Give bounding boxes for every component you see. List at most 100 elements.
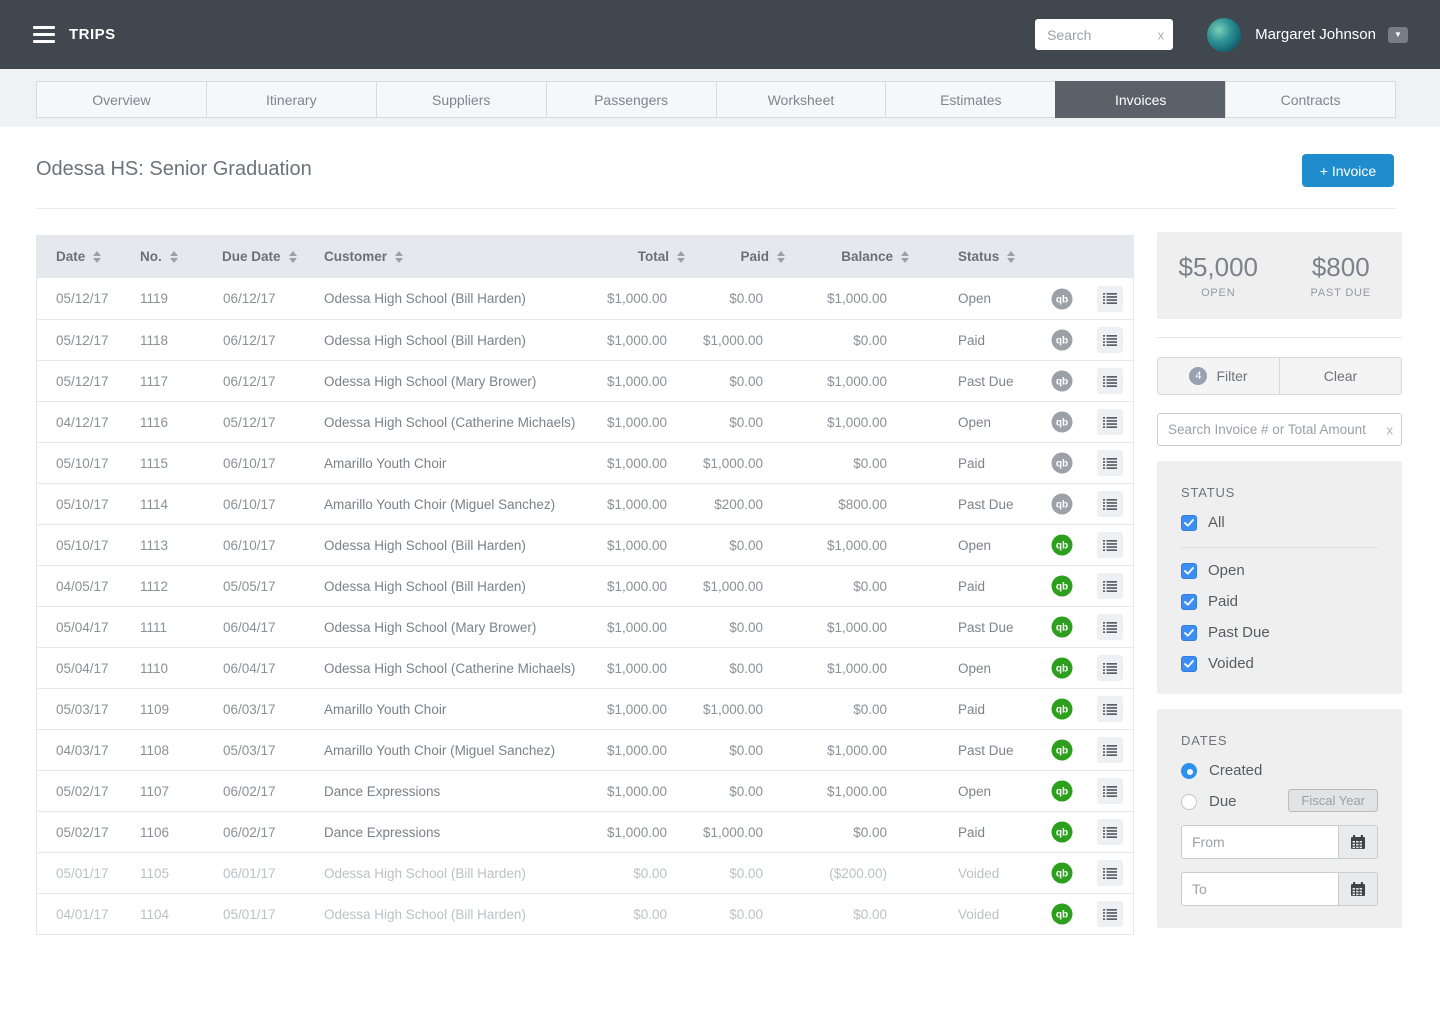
list-icon <box>1103 416 1117 429</box>
table-row[interactable]: 04/12/17 1116 05/12/17 Odessa High Schoo… <box>37 401 1133 442</box>
cell-status: Past Due <box>923 374 1039 389</box>
invoice-search-input[interactable] <box>1157 413 1402 446</box>
invoice-search-clear-icon[interactable]: x <box>1387 422 1394 437</box>
row-actions-button[interactable] <box>1097 778 1123 804</box>
sort-icon[interactable] <box>1007 251 1015 263</box>
row-actions-button[interactable] <box>1097 573 1123 599</box>
quickbooks-icon[interactable]: qb <box>1039 862 1085 884</box>
column-header-date[interactable]: Date <box>37 249 121 264</box>
sort-icon[interactable] <box>395 251 403 263</box>
table-row[interactable]: 04/03/17 1108 05/03/17 Amarillo Youth Ch… <box>37 729 1133 770</box>
row-actions-button[interactable] <box>1097 696 1123 722</box>
status-filter-open[interactable]: Open <box>1181 562 1378 579</box>
menu-icon[interactable] <box>33 26 55 43</box>
table-row[interactable]: 05/02/17 1107 06/02/17 Dance Expressions… <box>37 770 1133 811</box>
column-header-due-date[interactable]: Due Date <box>203 249 303 264</box>
tab-invoices[interactable]: Invoices <box>1055 81 1226 118</box>
avatar[interactable] <box>1207 18 1241 52</box>
calendar-icon[interactable] <box>1339 825 1378 859</box>
user-menu-button[interactable]: ▼ <box>1388 27 1408 43</box>
table-row[interactable]: 05/12/17 1118 06/12/17 Odessa High Schoo… <box>37 319 1133 360</box>
table-row[interactable]: 05/04/17 1110 06/04/17 Odessa High Schoo… <box>37 647 1133 688</box>
tab-itinerary[interactable]: Itinerary <box>206 81 377 118</box>
tab-contracts[interactable]: Contracts <box>1225 81 1396 118</box>
tab-suppliers[interactable]: Suppliers <box>376 81 547 118</box>
quickbooks-icon[interactable]: qb <box>1039 657 1085 679</box>
table-row[interactable]: 05/12/17 1117 06/12/17 Odessa High Schoo… <box>37 360 1133 401</box>
table-row[interactable]: 04/05/17 1112 05/05/17 Odessa High Schoo… <box>37 565 1133 606</box>
sort-icon[interactable] <box>170 251 178 263</box>
global-search-input[interactable] <box>1035 19 1173 50</box>
sort-icon[interactable] <box>289 251 297 263</box>
table-row[interactable]: 05/10/17 1114 06/10/17 Amarillo Youth Ch… <box>37 483 1133 524</box>
quickbooks-icon[interactable]: qb <box>1039 616 1085 638</box>
row-actions-button[interactable] <box>1097 901 1123 927</box>
date-from-input[interactable] <box>1181 825 1339 859</box>
row-actions-button[interactable] <box>1097 286 1123 312</box>
status-filter-past-due[interactable]: Past Due <box>1181 624 1378 641</box>
table-row[interactable]: 04/01/17 1104 05/01/17 Odessa High Schoo… <box>37 893 1133 934</box>
status-all-wrap: All <box>1181 514 1378 531</box>
table-row[interactable]: 05/02/17 1106 06/02/17 Dance Expressions… <box>37 811 1133 852</box>
dates-radio-due[interactable]: Due <box>1181 793 1237 810</box>
quickbooks-icon[interactable]: qb <box>1039 780 1085 802</box>
filter-button[interactable]: 4 Filter <box>1157 357 1280 395</box>
row-actions-button[interactable] <box>1097 368 1123 394</box>
cell-status: Past Due <box>923 620 1039 635</box>
status-filter-all[interactable]: All <box>1181 514 1378 531</box>
quickbooks-icon[interactable]: qb <box>1039 698 1085 720</box>
quickbooks-icon[interactable]: qb <box>1039 370 1085 392</box>
status-filter-paid[interactable]: Paid <box>1181 593 1378 610</box>
row-actions-button[interactable] <box>1097 327 1123 353</box>
calendar-icon[interactable] <box>1339 872 1378 906</box>
row-actions-button[interactable] <box>1097 655 1123 681</box>
date-to-input[interactable] <box>1181 872 1339 906</box>
quickbooks-icon[interactable]: qb <box>1039 534 1085 556</box>
quickbooks-icon[interactable]: qb <box>1039 493 1085 515</box>
table-row[interactable]: 05/04/17 1111 06/04/17 Odessa High Schoo… <box>37 606 1133 647</box>
quickbooks-icon[interactable]: qb <box>1039 575 1085 597</box>
row-actions-button[interactable] <box>1097 491 1123 517</box>
quickbooks-icon[interactable]: qb <box>1039 452 1085 474</box>
sort-icon[interactable] <box>777 251 785 263</box>
row-actions-button[interactable] <box>1097 860 1123 886</box>
quickbooks-icon[interactable]: qb <box>1039 821 1085 843</box>
row-actions-button[interactable] <box>1097 737 1123 763</box>
sort-icon[interactable] <box>93 251 101 263</box>
add-invoice-button[interactable]: + Invoice <box>1302 154 1394 187</box>
column-header-status[interactable]: Status <box>923 249 1039 264</box>
row-actions-button[interactable] <box>1097 532 1123 558</box>
column-header-paid[interactable]: Paid <box>699 249 799 264</box>
tab-estimates[interactable]: Estimates <box>885 81 1056 118</box>
column-header-balance[interactable]: Balance <box>799 249 923 264</box>
table-row[interactable]: 05/10/17 1115 06/10/17 Amarillo Youth Ch… <box>37 442 1133 483</box>
search-clear-icon[interactable]: x <box>1158 27 1165 42</box>
fiscal-year-button[interactable]: Fiscal Year <box>1288 789 1378 812</box>
status-filter-voided[interactable]: Voided <box>1181 655 1378 672</box>
column-header-customer[interactable]: Customer <box>303 249 599 264</box>
column-header-total[interactable]: Total <box>599 249 699 264</box>
tab-worksheet[interactable]: Worksheet <box>716 81 887 118</box>
quickbooks-icon[interactable]: qb <box>1039 739 1085 761</box>
table-row[interactable]: 05/03/17 1109 06/03/17 Amarillo Youth Ch… <box>37 688 1133 729</box>
quickbooks-icon[interactable]: qb <box>1039 329 1085 351</box>
quickbooks-icon[interactable]: qb <box>1039 288 1085 310</box>
row-actions-button[interactable] <box>1097 614 1123 640</box>
row-actions-button[interactable] <box>1097 450 1123 476</box>
tab-passengers[interactable]: Passengers <box>546 81 717 118</box>
table-row[interactable]: 05/10/17 1113 06/10/17 Odessa High Schoo… <box>37 524 1133 565</box>
tab-overview[interactable]: Overview <box>36 81 207 118</box>
row-actions-button[interactable] <box>1097 409 1123 435</box>
table-row[interactable]: 05/01/17 1105 06/01/17 Odessa High Schoo… <box>37 852 1133 893</box>
table-row[interactable]: 05/12/17 1119 06/12/17 Odessa High Schoo… <box>37 278 1133 319</box>
quickbooks-icon[interactable]: qb <box>1039 903 1085 925</box>
filter-count-badge: 4 <box>1189 367 1207 385</box>
column-header-no[interactable]: No. <box>121 249 203 264</box>
dates-radio-created[interactable]: Created <box>1181 762 1262 779</box>
quickbooks-icon[interactable]: qb <box>1039 411 1085 433</box>
clear-filters-button[interactable]: Clear <box>1279 357 1402 395</box>
row-actions-button[interactable] <box>1097 819 1123 845</box>
sort-icon[interactable] <box>677 251 685 263</box>
cell-customer: Odessa High School (Catherine Michaels) <box>303 415 599 430</box>
sort-icon[interactable] <box>901 251 909 263</box>
